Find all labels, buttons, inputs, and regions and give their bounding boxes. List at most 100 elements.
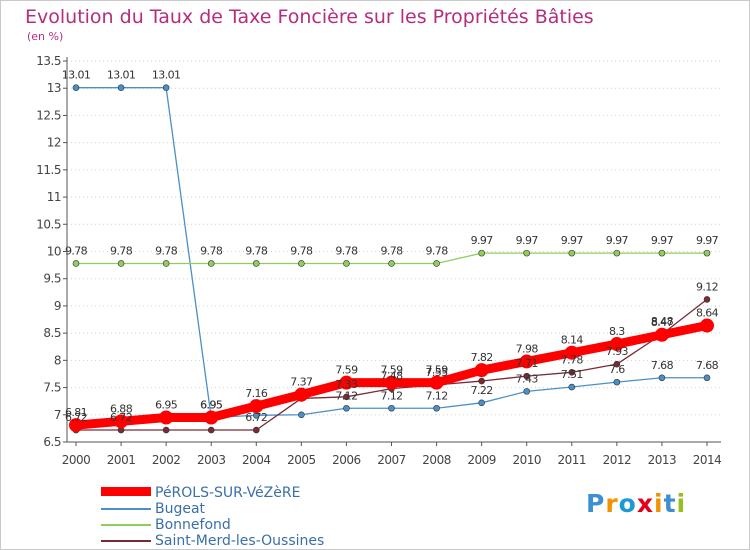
data-label: 7.93 — [606, 345, 629, 358]
y-tick-label: 10.5 — [36, 217, 61, 231]
data-label: 9.78 — [335, 244, 358, 257]
logo-letter: i — [676, 489, 687, 518]
data-point — [117, 84, 125, 91]
data-label: 7.82 — [471, 351, 493, 364]
legend-swatch-bugeat — [101, 508, 151, 510]
data-label: 7.33 — [335, 378, 358, 391]
logo-letter: t — [663, 489, 677, 518]
data-point — [162, 260, 170, 267]
data-point — [700, 318, 714, 333]
logo-letter: x — [636, 489, 654, 518]
y-tick-label: 11 — [47, 190, 61, 204]
data-point — [568, 369, 576, 376]
data-label: 7.68 — [696, 359, 719, 372]
data-point — [478, 399, 485, 407]
data-label: 7.78 — [561, 353, 584, 366]
data-label: 7.12 — [380, 389, 402, 402]
y-axis-unit-label: (en %) — [27, 30, 64, 43]
logo-letter: i — [654, 489, 664, 518]
data-point — [72, 260, 80, 267]
data-label: 9.78 — [65, 244, 88, 257]
data-label: 7.98 — [516, 342, 539, 355]
logo-letter: P — [586, 489, 606, 518]
data-label: 9.78 — [290, 244, 313, 257]
data-point — [658, 249, 666, 257]
data-point — [613, 249, 621, 257]
x-tick-label: 2003 — [197, 453, 226, 467]
data-label: 6.95 — [200, 399, 223, 412]
data-point — [117, 260, 125, 267]
data-point — [613, 378, 621, 386]
data-point — [433, 260, 440, 267]
data-label: 6.95 — [155, 399, 178, 412]
data-label: 7.59 — [380, 364, 403, 377]
data-label: 9.78 — [426, 244, 449, 257]
data-point — [609, 337, 624, 352]
x-tick-label: 2011 — [558, 453, 587, 467]
data-label: 7.6 — [609, 363, 625, 376]
data-point — [343, 404, 350, 412]
data-label: 9.78 — [200, 244, 223, 257]
data-point — [568, 383, 576, 391]
data-label: 6.95 — [200, 399, 223, 412]
data-point — [478, 249, 485, 257]
data-label: 9.97 — [516, 234, 539, 247]
y-tick-label: 13 — [47, 81, 61, 95]
data-point — [613, 360, 621, 368]
y-tick-label: 9.5 — [43, 272, 61, 286]
y-tick-label: 8.5 — [43, 326, 61, 340]
x-tick-label: 2004 — [242, 453, 271, 467]
x-tick-label: 2001 — [107, 453, 136, 467]
data-point — [294, 387, 309, 402]
data-label: 7.12 — [335, 389, 357, 402]
y-tick-label: 12 — [47, 136, 61, 150]
data-point — [703, 374, 711, 382]
data-label: 9.97 — [606, 234, 629, 247]
x-tick-label: 2009 — [467, 453, 496, 467]
data-point — [339, 375, 354, 390]
legend-swatch-bonnefond — [101, 524, 151, 526]
y-tick-label: 9 — [54, 299, 61, 313]
x-tick-label: 2007 — [377, 453, 406, 467]
data-point — [343, 260, 350, 267]
data-point — [564, 345, 579, 360]
data-label: 7.59 — [426, 364, 449, 377]
data-point — [343, 393, 350, 401]
data-label: 9.97 — [561, 234, 584, 247]
data-point — [159, 410, 174, 425]
legend-label-bugeat: Bugeat — [155, 501, 206, 517]
data-label: 7.71 — [516, 357, 538, 370]
data-label: 13.01 — [152, 69, 181, 82]
data-label: 7.48 — [380, 370, 403, 383]
y-tick-label: 11.5 — [36, 163, 61, 177]
data-point — [207, 260, 215, 267]
data-point — [384, 375, 399, 390]
data-label: 9.12 — [696, 280, 718, 293]
data-label: 9.97 — [651, 234, 674, 247]
data-label: 6.72 — [65, 411, 87, 424]
x-tick-label: 2008 — [422, 453, 451, 467]
data-label: 9.97 — [696, 234, 719, 247]
y-tick-label: 7.5 — [43, 381, 61, 395]
logo-letter: r — [605, 489, 619, 518]
legend-label-perols: PéROLS-SUR-VéZèRE — [155, 485, 301, 501]
x-tick-label: 2005 — [287, 453, 316, 467]
data-label: 13.01 — [62, 69, 91, 82]
data-label: 7.16 — [245, 387, 268, 400]
data-label: 7.59 — [335, 364, 358, 377]
data-point — [478, 377, 485, 385]
y-tick-label: 12.5 — [36, 108, 61, 122]
data-point — [388, 404, 395, 412]
data-label: 7.37 — [290, 376, 313, 389]
data-point — [162, 84, 170, 91]
data-point — [298, 411, 305, 419]
data-label: 7.43 — [516, 372, 539, 385]
x-tick-label: 2013 — [648, 453, 677, 467]
data-label: 9.78 — [245, 244, 268, 257]
data-point — [433, 404, 440, 412]
data-point — [204, 410, 219, 425]
logo-letter: o — [618, 489, 637, 518]
data-point — [249, 399, 264, 414]
y-tick-label: 10 — [47, 245, 61, 259]
data-label: 8.3 — [609, 325, 625, 338]
